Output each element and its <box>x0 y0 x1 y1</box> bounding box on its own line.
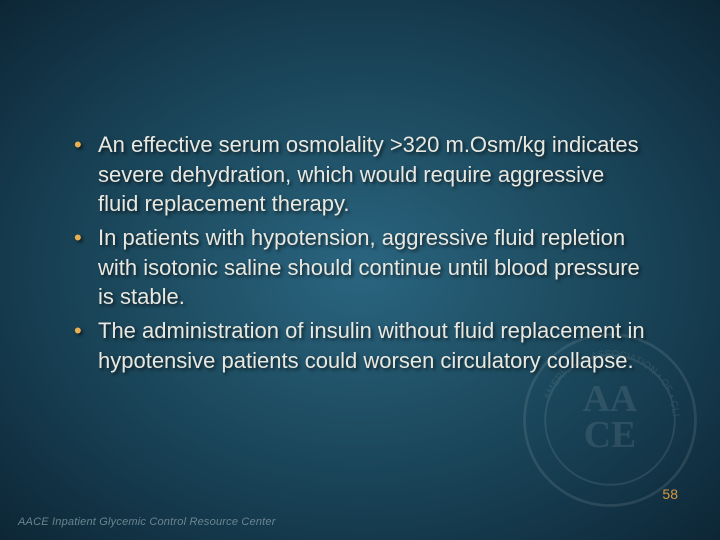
bullet-item: In patients with hypotension, aggressive… <box>70 223 650 312</box>
svg-text:CE: CE <box>584 414 637 456</box>
bullet-item: An effective serum osmolality >320 m.Osm… <box>70 130 650 219</box>
slide: AMERICAN • ASSOCIATION • OF • CLINICAL •… <box>0 0 720 540</box>
bullet-list-container: An effective serum osmolality >320 m.Osm… <box>70 130 650 380</box>
page-number: 58 <box>662 486 678 502</box>
bullet-item: The administration of insulin without fl… <box>70 316 650 375</box>
bullet-list: An effective serum osmolality >320 m.Osm… <box>70 130 650 376</box>
footer-text: AACE Inpatient Glycemic Control Resource… <box>18 516 276 528</box>
